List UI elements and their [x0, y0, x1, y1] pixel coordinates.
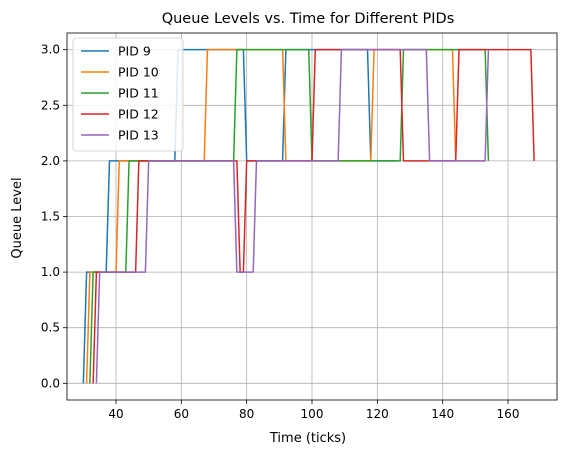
series-line-pid-13	[95, 48, 490, 384]
x-tick-label: 120	[366, 407, 389, 421]
x-tick-label: 140	[431, 407, 454, 421]
y-tick-label: 2.5	[41, 98, 60, 112]
legend-box	[72, 37, 184, 152]
legend-label: PID 13	[118, 128, 159, 143]
legend: PID 9 PID 10 PID 11 PID 12 PID 13	[72, 37, 184, 152]
x-tick-label: 60	[174, 407, 189, 421]
legend-label: PID 12	[118, 107, 159, 122]
y-tick-label: 1.5	[41, 210, 60, 224]
x-tick-label: 160	[497, 407, 520, 421]
y-tick-label: 0.0	[41, 376, 60, 390]
y-tick-label: 3.0	[41, 43, 60, 57]
axis-ticks: 40 60 80 100 120 140 160 0.0 0.5 1.0 1.5 2.0 2.5 3.0	[41, 43, 520, 421]
series-lines	[82, 48, 535, 384]
y-axis-label: Queue Level	[10, 177, 25, 258]
y-tick-label: 1.0	[41, 265, 60, 279]
y-tick-label: 0.5	[41, 321, 60, 335]
chart-title: Queue Levels vs. Time for Different PIDs	[162, 11, 455, 27]
legend-label: PID 10	[118, 65, 159, 80]
x-tick-label: 80	[239, 407, 254, 421]
legend-label: PID 11	[118, 86, 159, 101]
y-tick-label: 2.0	[41, 154, 60, 168]
x-axis-label: Time (ticks)	[269, 431, 346, 446]
x-tick-label: 100	[301, 407, 324, 421]
legend-label: PID 9	[118, 44, 151, 59]
x-tick-label: 40	[108, 407, 123, 421]
